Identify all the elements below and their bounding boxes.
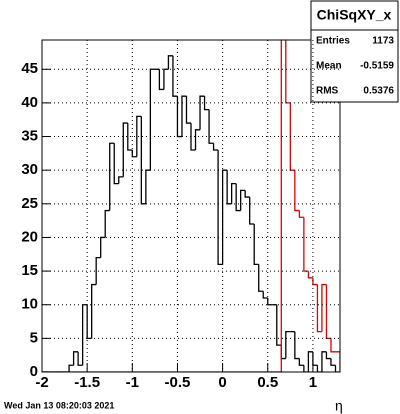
histogram-bin [230, 182, 237, 204]
histogram-bin [294, 170, 300, 212]
histogram-bin [307, 351, 313, 372]
histogram-bin [280, 40, 282, 372]
histogram-bin [307, 271, 313, 279]
histogram-bin [330, 358, 336, 366]
y-tick-label: 20 [21, 228, 38, 245]
stat-value: -0.5159 [360, 61, 394, 72]
histogram-bin [91, 283, 97, 339]
histogram-bin [127, 123, 133, 151]
stats-title: ChiSqXY_x [317, 7, 392, 23]
histogram-bin [100, 236, 106, 258]
histogram-bin [199, 95, 205, 130]
histogram-bin [181, 95, 187, 137]
histogram-bin [298, 210, 304, 218]
histogram-bin [136, 115, 142, 157]
histogram-bin [145, 169, 151, 204]
histogram-bin [194, 129, 201, 150]
y-tick-label: 25 [21, 195, 38, 212]
histogram-bin [217, 149, 223, 266]
histogram-bin [321, 351, 327, 372]
x-tick-label: -1.5 [74, 374, 100, 391]
x-tick-label: -2 [35, 374, 48, 391]
histogram-bin [109, 142, 115, 211]
stats-box [310, 0, 399, 103]
x-tick-label: -0.5 [165, 374, 191, 391]
histogram-bin [185, 96, 191, 124]
histogram-bin [285, 330, 291, 359]
histogram-bin [294, 331, 300, 360]
histogram-bin [321, 283, 327, 332]
histogram-bin [285, 40, 291, 104]
x-tick-label: -1 [126, 374, 139, 391]
stat-label: RMS [316, 86, 339, 97]
histogram-bin [122, 122, 128, 177]
footer: Wed Jan 13 08:20:03 2021 [4, 400, 114, 410]
histogram-bin [95, 256, 101, 285]
x-tick-label: 0.5 [257, 374, 278, 391]
histogram-bin [104, 209, 110, 238]
histogram-bin [325, 351, 331, 360]
y-tick-label: 30 [21, 161, 38, 178]
y-tick-label: 40 [21, 94, 38, 111]
y-tick-label: 35 [21, 128, 38, 145]
histogram-bin [77, 351, 83, 366]
histogram-bin [249, 197, 255, 225]
histogram-bin [240, 189, 246, 211]
histogram-bin [235, 183, 241, 212]
histogram-bin [316, 284, 322, 333]
histogram-bin [72, 351, 79, 366]
histogram-bin [190, 123, 196, 151]
y-tick-label: 5 [30, 329, 38, 346]
histogram-bin [158, 69, 164, 91]
y-tick-label: 0 [30, 363, 38, 380]
histogram-bin [303, 365, 309, 372]
histogram-bin [68, 364, 74, 372]
histogram-bin [167, 55, 173, 70]
stat-label: Mean [316, 61, 342, 72]
histogram-bin [172, 55, 178, 97]
histogram-bin [113, 143, 119, 185]
stat-value: 1173 [372, 36, 394, 47]
histogram-bin [212, 143, 219, 151]
histogram-bin [334, 365, 340, 372]
histogram-bin [244, 190, 250, 198]
histogram-bin [208, 109, 214, 144]
stat-label: Entries [316, 36, 350, 47]
x-axis-label: η [335, 398, 343, 414]
histogram-bin [330, 338, 336, 353]
histogram-bin [276, 304, 282, 346]
y-tick-label: 45 [21, 60, 38, 77]
y-tick-label: 10 [21, 296, 38, 313]
histogram-bin [335, 351, 340, 372]
histogram-bin [118, 176, 124, 184]
histogram-bin [258, 264, 264, 292]
histogram-bin [140, 116, 146, 205]
x-tick-label: 0 [218, 374, 226, 391]
x-tick-label: 1 [309, 374, 317, 391]
histogram-bin [262, 291, 268, 299]
stat-value: 0.5376 [363, 86, 394, 97]
histogram-bin [316, 365, 322, 372]
histogram-bin [298, 358, 304, 366]
y-tick-label: 15 [21, 262, 38, 279]
histogram-bin [203, 96, 210, 111]
